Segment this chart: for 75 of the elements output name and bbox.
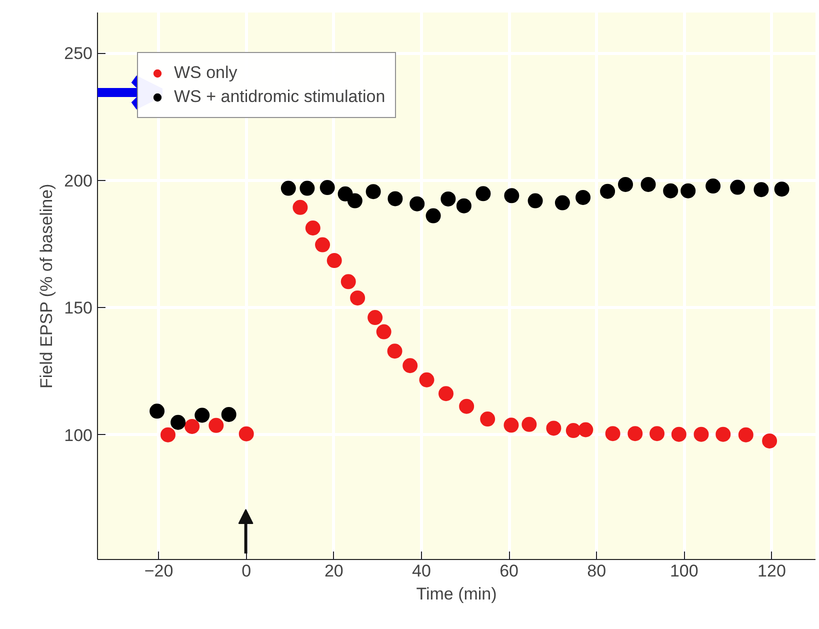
x-axis-title: Time (min) <box>416 584 497 604</box>
point <box>605 426 620 442</box>
point <box>628 426 643 442</box>
x-tick-label: 40 <box>412 562 431 580</box>
point <box>426 208 441 224</box>
point <box>578 422 594 438</box>
point <box>160 427 176 442</box>
x-tick-label: 80 <box>587 562 606 580</box>
point <box>208 418 224 433</box>
point <box>546 420 562 436</box>
point <box>528 193 543 208</box>
point <box>376 324 392 340</box>
point <box>671 426 686 442</box>
point <box>292 200 308 215</box>
legend-label: WS + antidromic stimulation <box>174 87 386 107</box>
point <box>300 180 315 196</box>
point <box>600 184 616 199</box>
point <box>221 406 236 422</box>
point <box>387 344 402 359</box>
point <box>640 177 656 192</box>
point <box>388 191 403 206</box>
point <box>366 184 381 200</box>
point <box>320 180 335 196</box>
point <box>504 418 519 433</box>
point <box>762 433 778 448</box>
point <box>456 198 472 214</box>
point <box>184 418 200 434</box>
point <box>774 182 790 197</box>
y-tick-label: 250 <box>64 44 93 64</box>
point <box>170 414 186 430</box>
x-tick-label: 120 <box>758 562 786 580</box>
x-tick-label: −20 <box>144 562 174 580</box>
point <box>694 426 709 442</box>
point <box>305 220 320 236</box>
y-tick-label: 100 <box>64 426 93 445</box>
point <box>738 427 754 442</box>
x-tick-label: 60 <box>500 562 519 580</box>
point <box>150 404 165 419</box>
point <box>566 423 581 438</box>
y-tick-label: 200 <box>64 171 93 190</box>
x-tick-label: 20 <box>324 562 344 580</box>
y-axis-title: Field EPSP (% of baseline) <box>37 184 56 389</box>
point <box>368 310 383 326</box>
point <box>576 190 591 205</box>
point <box>438 386 454 402</box>
point <box>554 195 570 210</box>
point <box>194 408 210 423</box>
point <box>716 426 731 442</box>
point <box>326 253 342 268</box>
point <box>340 274 356 290</box>
point <box>410 196 425 212</box>
point <box>315 237 330 252</box>
point <box>680 183 696 198</box>
point <box>459 398 474 414</box>
x-tick-label: 0 <box>242 562 252 580</box>
point <box>663 183 678 198</box>
point <box>522 416 537 432</box>
point <box>706 178 721 194</box>
point <box>476 186 491 202</box>
point <box>754 182 769 198</box>
point <box>280 180 296 196</box>
point <box>402 358 418 374</box>
point <box>419 372 434 388</box>
point <box>238 426 254 442</box>
y-tick-label: 150 <box>64 298 93 318</box>
point <box>350 290 366 306</box>
point <box>618 177 633 192</box>
legend-label: WS only <box>174 63 238 83</box>
point <box>347 193 362 208</box>
x-tick-label: 100 <box>670 562 698 580</box>
point <box>504 188 520 204</box>
point <box>480 412 496 427</box>
point <box>440 192 456 206</box>
point <box>650 426 665 442</box>
point <box>730 180 746 195</box>
